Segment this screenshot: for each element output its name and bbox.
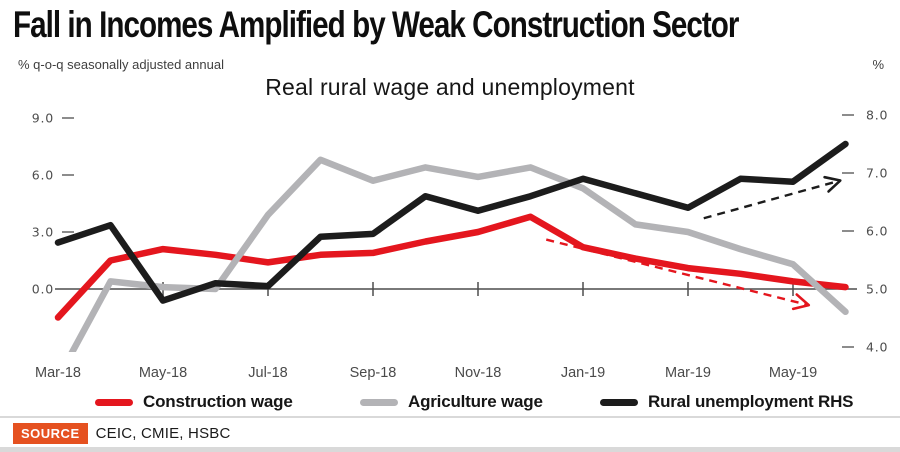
right-axis-tick-label: 8.0 — [866, 108, 888, 123]
chart-legend: Construction wage Agriculture wage Rural… — [0, 390, 900, 414]
source-text: CEIC, CMIE, HSBC — [95, 425, 231, 442]
right-axis-tick-label: 4.0 — [866, 340, 888, 355]
right-axis-tick-label: 6.0 — [866, 224, 888, 239]
agriculture-wage-line — [68, 156, 849, 352]
right-axis-tick-label: 5.0 — [866, 282, 888, 297]
right-axis-tick-label: 7.0 — [866, 166, 888, 181]
x-axis-label: Jan-19 — [561, 365, 605, 381]
x-axis-label: May-19 — [769, 365, 817, 381]
legend-item-agriculture-wage: Agriculture wage — [360, 390, 543, 414]
legend-label: Agriculture wage — [408, 392, 543, 411]
construction-wage-line — [54, 213, 849, 321]
chart-title: Real rural wage and unemployment — [265, 74, 635, 100]
left-axis-tick-label: 9.0 — [32, 111, 54, 126]
trend-arrow-up — [703, 179, 841, 220]
rural-unemployment-rhs-line — [54, 140, 849, 304]
source-badge: SOURCE — [13, 423, 88, 444]
legend-item-construction-wage: Construction wage — [95, 390, 293, 414]
legend-label: Construction wage — [143, 392, 293, 411]
trend-arrowhead — [823, 175, 842, 193]
x-axis-label: Mar-19 — [665, 365, 711, 381]
legend-label: Rural unemployment RHS — [648, 392, 854, 411]
divider-line — [0, 416, 900, 418]
left-axis-note: % q-o-q seasonally adjusted annual — [18, 57, 224, 72]
source-row: SOURCE CEIC, CMIE, HSBC — [13, 423, 231, 444]
x-axis-label: Sep-18 — [350, 365, 397, 381]
x-axis-label: May-18 — [139, 365, 187, 381]
x-axis-label: Nov-18 — [455, 365, 502, 381]
page-title: Fall in Incomes Amplified by Weak Constr… — [13, 4, 739, 45]
right-axis-note: % — [872, 57, 884, 72]
x-axis-label: Mar-18 — [35, 365, 81, 381]
left-axis-tick-label: 6.0 — [32, 168, 54, 183]
trend-arrowhead — [791, 293, 811, 311]
rural-unemployment-swatch — [600, 398, 638, 406]
left-axis-tick-label: 3.0 — [32, 225, 54, 240]
construction-wage-swatch — [95, 398, 133, 406]
agriculture-wage-swatch — [360, 398, 398, 406]
left-axis-tick-label: 0.0 — [32, 282, 54, 297]
legend-item-rural-unemployment: Rural unemployment RHS — [600, 390, 853, 414]
bottom-band — [0, 447, 900, 452]
x-axis-label: Jul-18 — [248, 365, 288, 381]
